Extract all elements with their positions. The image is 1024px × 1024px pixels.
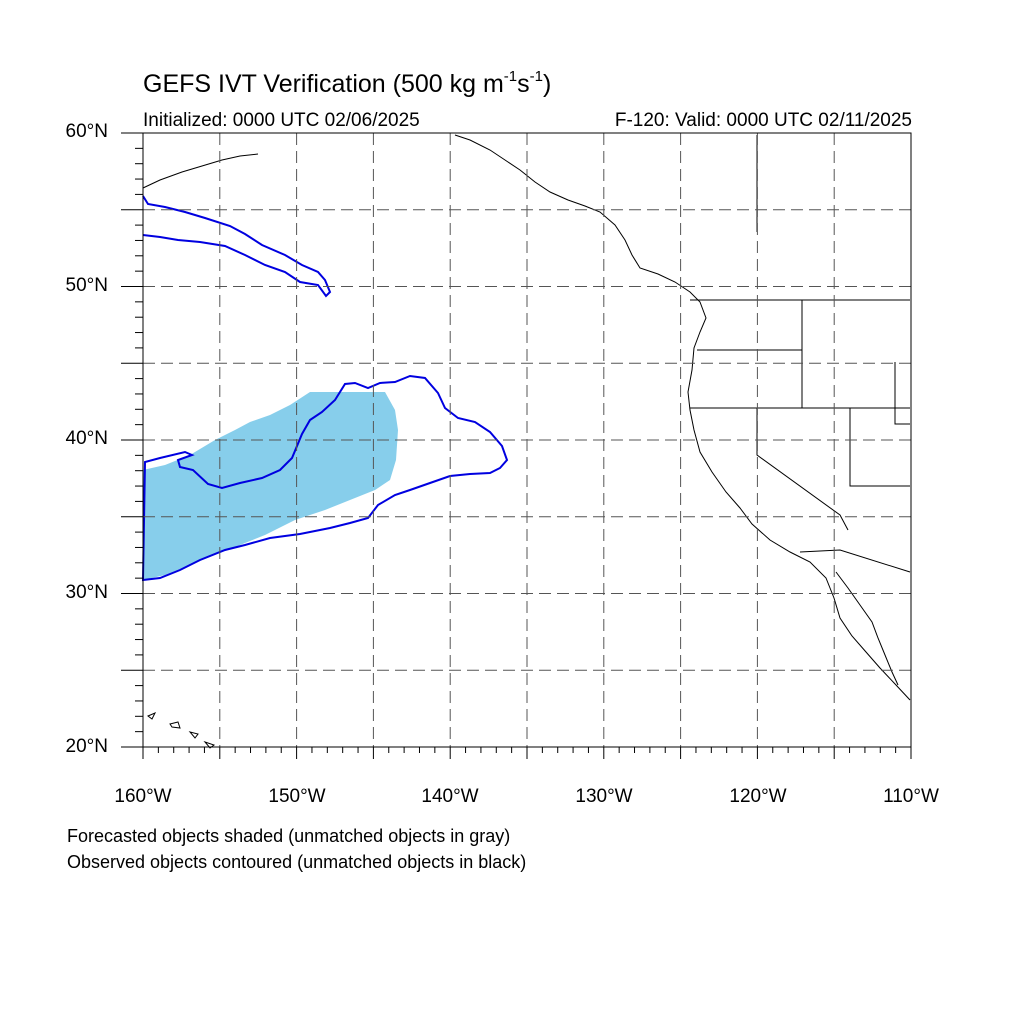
lat-label-60n: 60°N: [65, 121, 108, 142]
alaska-coastline: [142, 153, 259, 189]
lon-label-110w: 110°W: [883, 786, 939, 807]
axis-ticks: [121, 132, 912, 759]
grid-lines: [143, 133, 911, 747]
lat-label-50n: 50°N: [65, 275, 108, 296]
observed-object-contour-north: [142, 195, 332, 298]
lon-label-120w: 120°W: [729, 786, 787, 807]
lon-label-150w: 150°W: [268, 786, 326, 807]
initialized-time: Initialized: 0000 UTC 02/06/2025: [143, 110, 420, 131]
map-frame: [142, 132, 912, 748]
baja-peninsula-coastline: [835, 571, 899, 686]
legend-observed-note: Observed objects contoured (unmatched ob…: [67, 852, 527, 872]
state-borders: [690, 135, 911, 573]
lon-label-140w: 140°W: [421, 786, 479, 807]
lat-label-30n: 30°N: [65, 582, 108, 603]
lon-label-130w: 130°W: [575, 786, 633, 807]
valid-time: F-120: Valid: 0000 UTC 02/11/2025: [614, 110, 912, 131]
lon-label-160w: 160°W: [114, 786, 172, 807]
observed-object-contour-main: [141, 374, 509, 582]
legend-forecast-note: Forecasted objects shaded (unmatched obj…: [67, 826, 511, 846]
lat-label-40n: 40°N: [65, 428, 108, 449]
hawaii-islands: [147, 712, 216, 749]
map-title: GEFS IVT Verification (500 kg m-1s-1): [143, 68, 552, 98]
forecast-object-shaded: [143, 392, 398, 580]
north-america-coastline: [454, 134, 911, 701]
lat-label-20n: 20°N: [65, 736, 108, 757]
